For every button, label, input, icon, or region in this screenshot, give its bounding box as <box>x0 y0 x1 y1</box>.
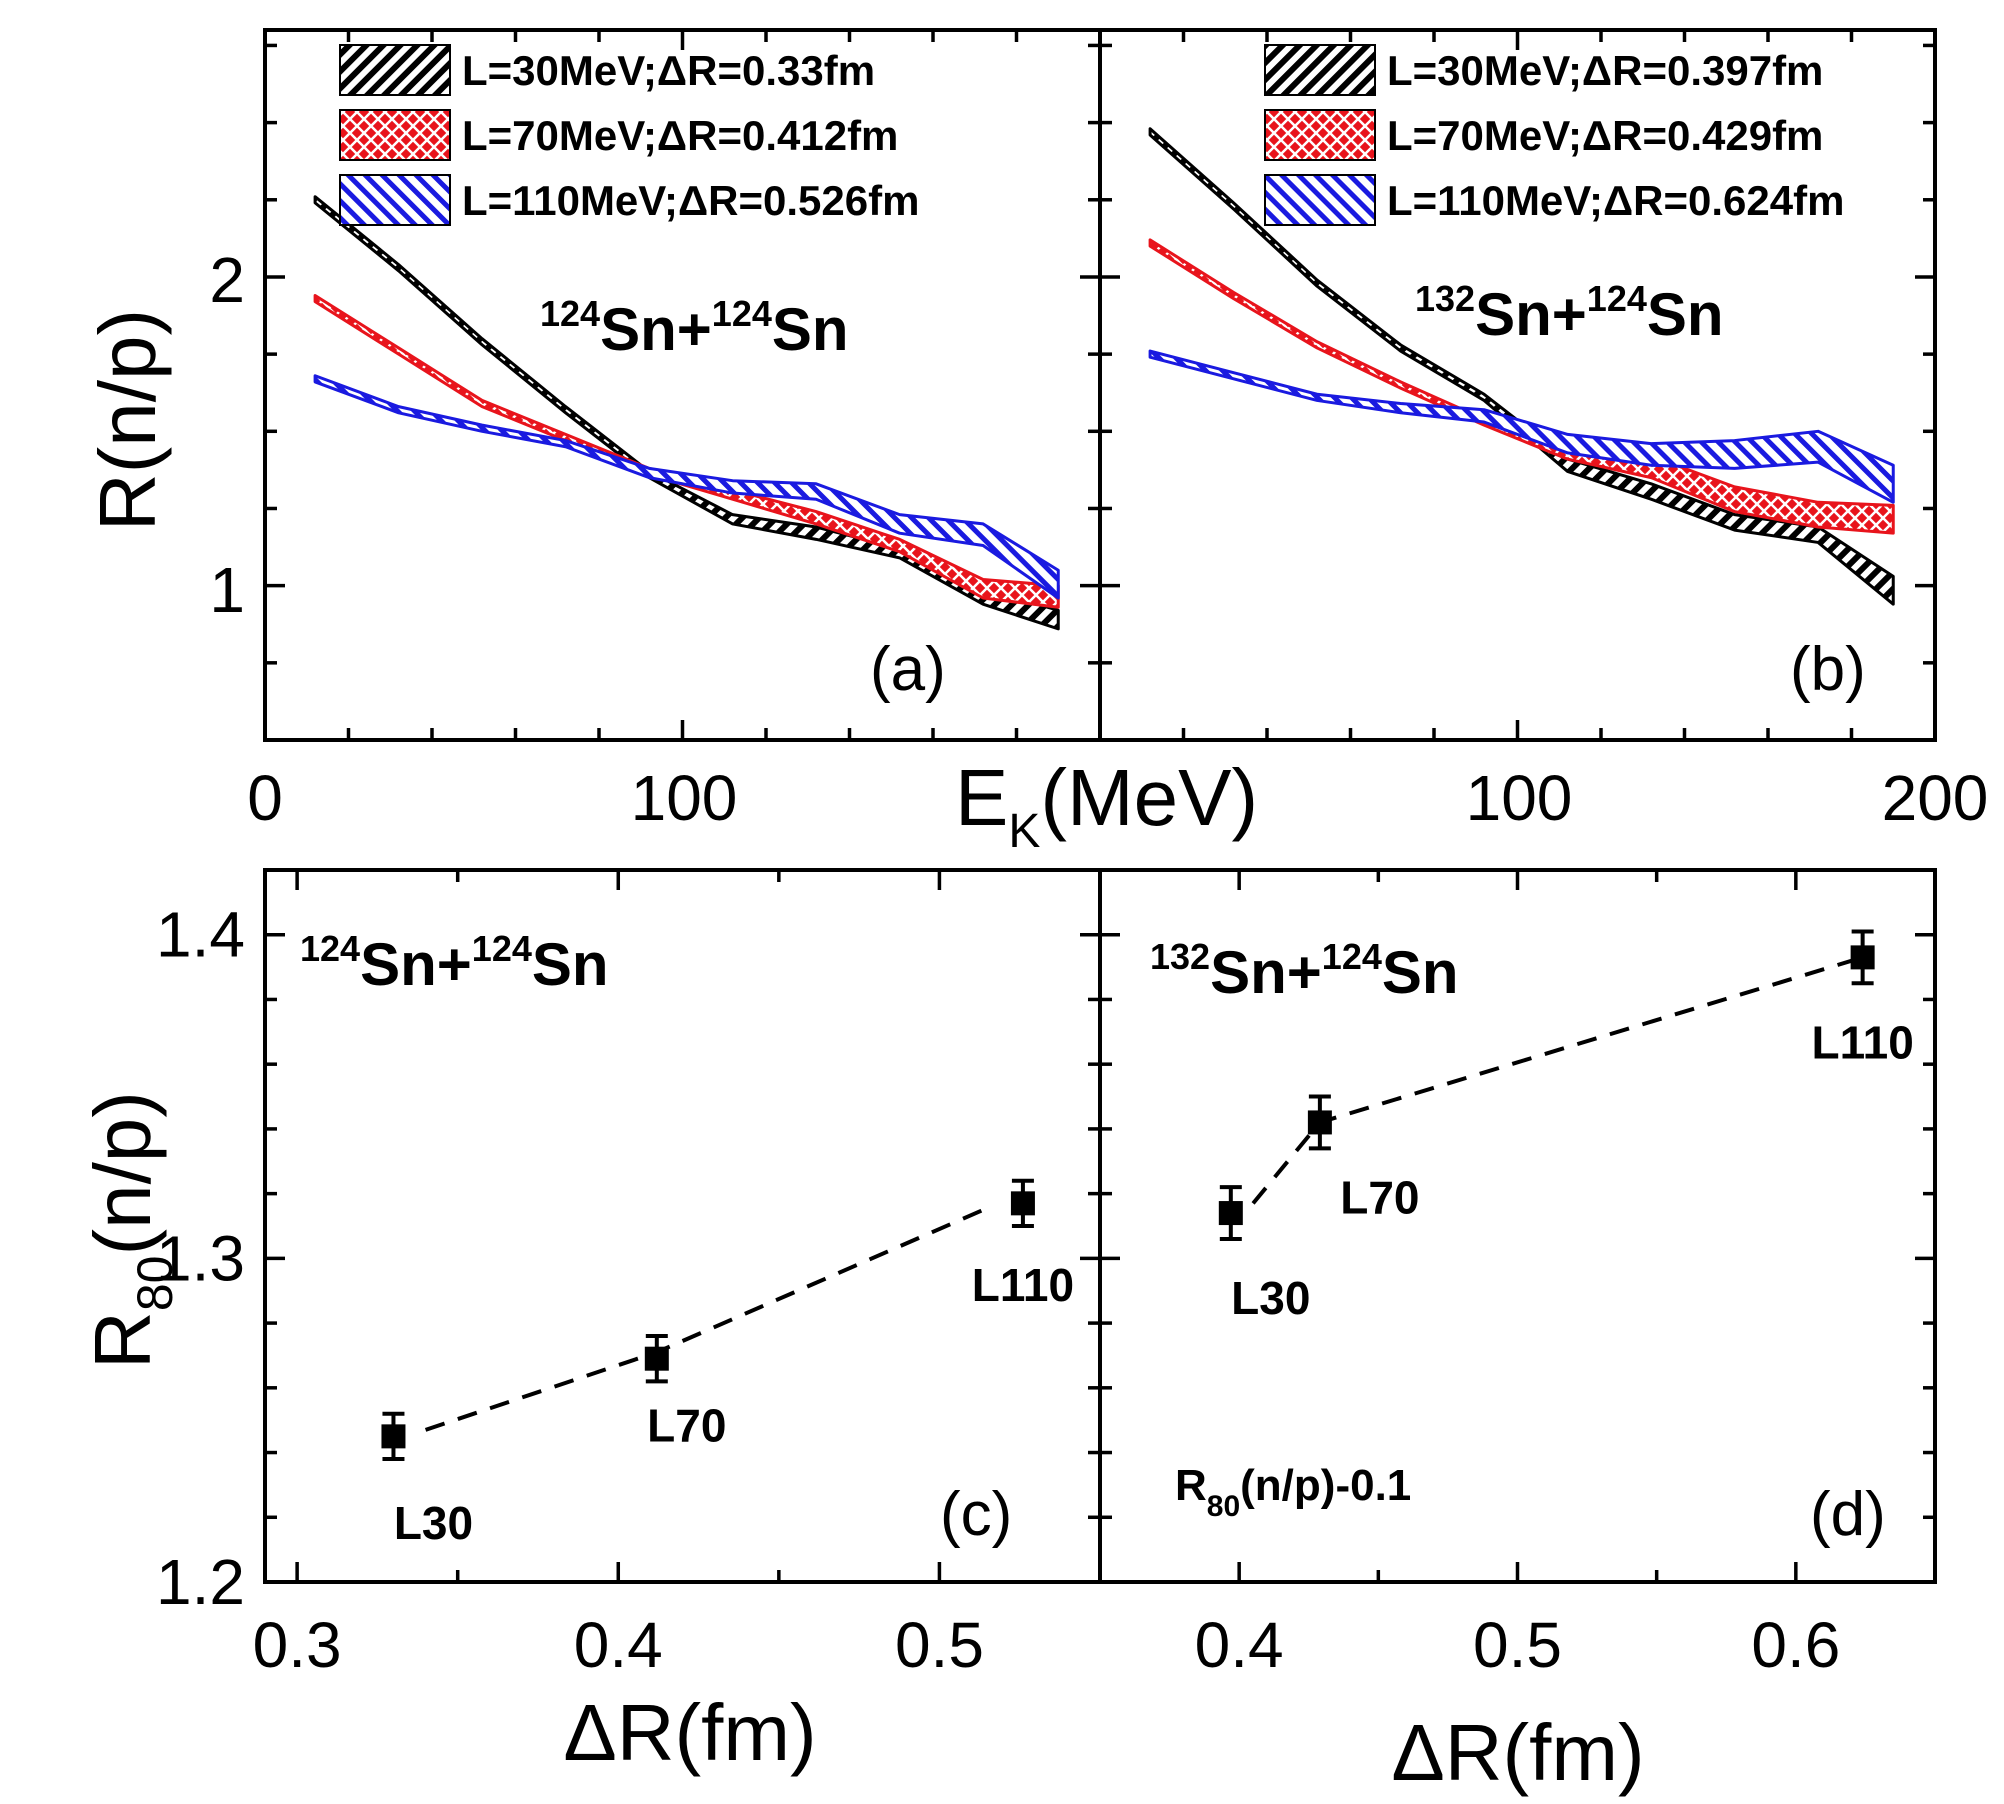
x-tick-label: 0.6 <box>1751 1609 1840 1681</box>
top-y-axis-label: R(n/p) <box>83 309 172 531</box>
panel-b-label: (b) <box>1790 635 1866 704</box>
data-point <box>381 1424 406 1449</box>
x-tick-label: 0.3 <box>253 1609 342 1681</box>
top-x-tick-200: 200 <box>1882 762 1989 834</box>
top-y-tick-2: 2 <box>209 244 245 316</box>
point-label: L70 <box>647 1399 726 1451</box>
x-tick-label: 0.4 <box>1195 1609 1284 1681</box>
band-series-0 <box>1148 127 1895 606</box>
point-label: L70 <box>1340 1171 1419 1223</box>
legend-swatch-1 <box>1264 109 1376 161</box>
band-series-1 <box>313 293 1060 609</box>
panel-d-ticks: 0.4 0.5 0.6 <box>1100 870 1935 1681</box>
x-tick-label: 0.4 <box>574 1609 663 1681</box>
panel-c-x-axis-label: ΔR(fm) <box>563 1688 816 1777</box>
legend-label-2: L=110MeV;ΔR=0.526fm <box>462 177 919 224</box>
top-axes: 0 100 100 200 EK(MeV) 1 2 R(n/p) <box>83 244 1988 858</box>
band-series-2 <box>313 374 1060 600</box>
top-x-tick-100b: 100 <box>1466 762 1573 834</box>
panel-d: 0.4 0.5 0.6 L30 L70 L110 132Sn+124Sn R80(n/p… <box>1098 868 1937 1797</box>
panel-c-label: (c) <box>940 1480 1012 1549</box>
panel-d-plot: L30 L70 L110 <box>1218 929 1914 1324</box>
panel-b-ticks <box>1100 30 1935 740</box>
panel-b: L=30MeV;ΔR=0.397fm L=70MeV;ΔR=0.429fm L=11… <box>1098 28 1937 742</box>
point-label: L110 <box>1811 1016 1913 1068</box>
top-x-tick-0: 0 <box>247 762 283 834</box>
panel-c-plot: L30 L70 L110 <box>381 1178 1074 1549</box>
panel-d-note: R80(n/p)-0.1 <box>1175 1461 1411 1523</box>
panel-b-bands <box>1148 127 1895 606</box>
data-point <box>1850 945 1875 970</box>
panel-d-x-axis-label: ΔR(fm) <box>1391 1708 1644 1797</box>
panel-b-legend: L=30MeV;ΔR=0.397fm L=70MeV;ΔR=0.429fm L=11… <box>1264 44 1844 226</box>
legend-label-1: L=70MeV;ΔR=0.429fm <box>1387 112 1823 159</box>
top-x-axis-label: EK(MeV) <box>955 753 1258 858</box>
data-point <box>644 1346 669 1371</box>
panel-b-reaction: 132Sn+124Sn <box>1415 278 1724 348</box>
band-series-1 <box>1148 238 1895 535</box>
data-point <box>1010 1191 1035 1216</box>
data-point <box>1307 1110 1332 1135</box>
point-label: L110 <box>972 1259 1074 1311</box>
fit-line <box>1251 955 1864 1205</box>
panel-c-reaction: 124Sn+124Sn <box>300 928 609 998</box>
panel-a-reaction: 124Sn+124Sn <box>540 293 849 363</box>
legend-label-0: L=30MeV;ΔR=0.397fm <box>1387 47 1823 94</box>
legend-swatch-1 <box>339 109 451 161</box>
panel-a-label: (a) <box>870 635 946 704</box>
panel-a: L=30MeV;ΔR=0.33fm L=70MeV;ΔR=0.412fm L=110… <box>263 28 1102 742</box>
legend-label-0: L=30MeV;ΔR=0.33fm <box>462 47 875 94</box>
bottom-y-tick-label: 1.4 <box>156 899 245 971</box>
panel-c: 0.3 0.4 0.5 L30 L70 L110 124Sn+124Sn (c) ΔR(… <box>253 868 1102 1777</box>
panel-a-bands <box>313 195 1060 631</box>
bottom-y-axis-label: R80(n/p) <box>78 1091 183 1369</box>
legend-swatch-2 <box>339 174 451 226</box>
panel-c-ticks: 0.3 0.4 0.5 <box>253 870 1100 1681</box>
x-tick-label: 0.5 <box>895 1609 984 1681</box>
panel-d-label: (d) <box>1810 1480 1886 1549</box>
legend-label-1: L=70MeV;ΔR=0.412fm <box>462 112 898 159</box>
legend-label-2: L=110MeV;ΔR=0.624fm <box>1387 177 1844 224</box>
band-series-2 <box>1148 349 1895 504</box>
panel-a-legend: L=30MeV;ΔR=0.33fm L=70MeV;ΔR=0.412fm L=110… <box>339 44 919 226</box>
x-tick-label: 0.5 <box>1473 1609 1562 1681</box>
bottom-axes: R80(n/p) 1.2 1.3 1.4 <box>78 899 245 1618</box>
bottom-y-tick-label: 1.2 <box>156 1546 245 1618</box>
panel-d-reaction: 132Sn+124Sn <box>1150 936 1459 1006</box>
legend-swatch-2 <box>1264 174 1376 226</box>
fit-line <box>424 1204 992 1432</box>
legend-swatch-0 <box>1264 44 1376 96</box>
band-series-0 <box>313 195 1060 631</box>
point-label: L30 <box>1231 1272 1310 1324</box>
point-label: L30 <box>394 1497 473 1549</box>
top-y-tick-1: 1 <box>209 554 245 626</box>
legend-swatch-0 <box>339 44 451 96</box>
data-point <box>1218 1201 1243 1226</box>
top-x-tick-100a: 100 <box>631 762 738 834</box>
bottom-y-tick-label: 1.3 <box>156 1222 245 1294</box>
